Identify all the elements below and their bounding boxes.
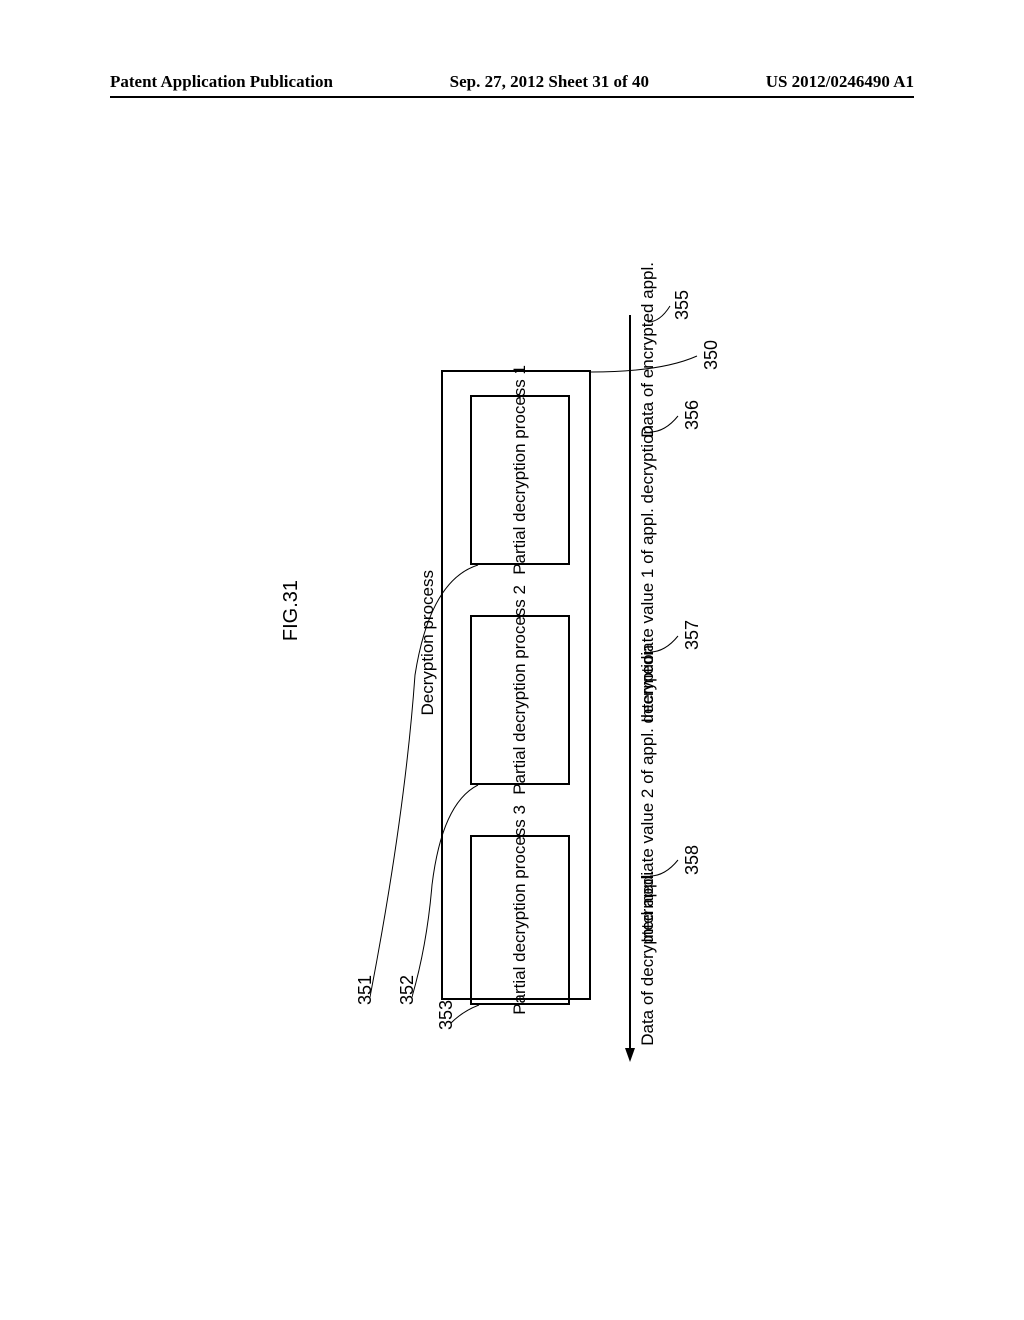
output-data-label: Data of decrypted appl. xyxy=(638,870,658,1046)
figure-31: FIG.31 Data of encrypted appl. 355 Decry… xyxy=(180,280,820,1040)
ref-356: 356 xyxy=(682,400,703,430)
ref-357: 357 xyxy=(682,620,703,650)
figure-title: FIG.31 xyxy=(280,580,303,641)
flow-arrow-line xyxy=(629,315,631,1050)
header-center: Sep. 27, 2012 Sheet 31 of 40 xyxy=(450,72,649,92)
ref-351: 351 xyxy=(355,975,376,1005)
input-data-label: Data of encrypted appl. xyxy=(638,260,658,440)
leader-358 xyxy=(650,858,684,880)
page-header: Patent Application Publication Sep. 27, … xyxy=(0,72,1024,92)
partial-decryption-3-label: Partial decryption process 3 xyxy=(510,805,530,1015)
header-left: Patent Application Publication xyxy=(110,72,333,92)
ref-353: 353 xyxy=(436,1000,457,1030)
leader-350 xyxy=(591,354,703,376)
header-right: US 2012/0246490 A1 xyxy=(766,72,914,92)
ref-358: 358 xyxy=(682,845,703,875)
header-rule xyxy=(110,96,914,98)
leader-357 xyxy=(650,634,684,656)
page-root: Patent Application Publication Sep. 27, … xyxy=(0,0,1024,1320)
flow-arrow-head xyxy=(625,1048,635,1062)
partial-decryption-2-label: Partial decryption process 2 xyxy=(510,585,530,795)
leader-356 xyxy=(650,414,684,436)
ref-350: 350 xyxy=(701,340,722,370)
ref-352: 352 xyxy=(397,975,418,1005)
partial-decryption-1-label: Partial decryption process 1 xyxy=(510,365,530,575)
ref-355: 355 xyxy=(672,290,693,320)
